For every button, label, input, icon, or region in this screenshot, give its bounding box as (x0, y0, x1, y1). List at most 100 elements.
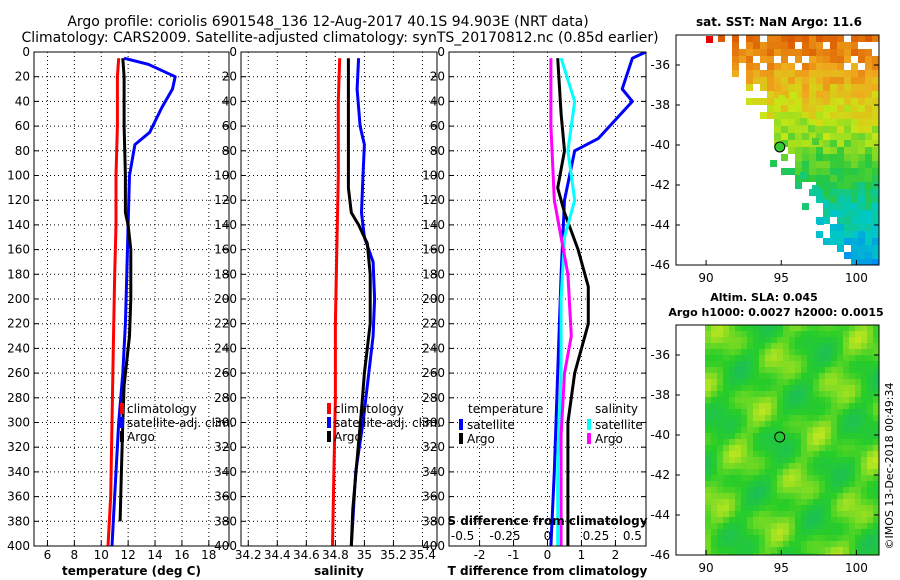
sla-cell (789, 415, 795, 421)
sla-cell (753, 409, 759, 415)
sst-cell (865, 168, 872, 175)
sst-cell (812, 185, 819, 192)
sst-cell (865, 63, 872, 70)
sst-cell (872, 252, 879, 259)
secondary-tick-label: 0.25 (583, 529, 610, 543)
sla-cell (837, 541, 843, 547)
map-frame (675, 34, 880, 266)
sla-cell (819, 385, 825, 391)
sla-cell (843, 553, 849, 555)
sla-cell (765, 409, 771, 415)
sst-cell (816, 231, 823, 238)
sst-cell (774, 63, 781, 70)
sla-cell (843, 427, 849, 433)
sst-cell (851, 154, 858, 161)
sla-cell (741, 379, 747, 385)
sst-cell (781, 49, 788, 56)
sla-cell (783, 397, 789, 403)
sla-cell (789, 337, 795, 343)
sla-cell (867, 415, 873, 421)
sla-cell (723, 523, 729, 529)
sla-cell (849, 493, 855, 499)
sst-cell (809, 161, 816, 168)
sla-cell (855, 355, 861, 361)
sst-cell (851, 210, 858, 217)
sla-cell (807, 475, 813, 481)
sla-cell (807, 415, 813, 421)
sst-cell (865, 196, 872, 203)
sla-cell (747, 421, 753, 427)
sst-cell (837, 77, 844, 84)
sla-cell (861, 409, 867, 415)
sla-cell (765, 475, 771, 481)
sla-cell (753, 415, 759, 421)
sla-cell (759, 373, 765, 379)
legend-label: satellite-adj. clim. (334, 416, 441, 430)
depth-tick-label: 0 (229, 45, 237, 59)
sst-cell (858, 196, 865, 203)
depth-tick-label: 240 (422, 341, 445, 355)
sla-cell (705, 517, 711, 523)
x-tick-label: 34.4 (264, 548, 291, 562)
sla-cell (795, 499, 801, 505)
sst-cell (753, 98, 760, 105)
sla-cell (843, 343, 849, 349)
sla-cell (705, 361, 711, 367)
sla-cell (759, 487, 765, 493)
sst-cell (753, 63, 760, 70)
sla-cell (789, 523, 795, 529)
sst-cell (858, 84, 865, 91)
depth-tick-label: 240 (7, 341, 30, 355)
sla-cell (843, 469, 849, 475)
sst-cell (732, 35, 739, 42)
sla-cell (705, 451, 711, 457)
sla-cell (759, 517, 765, 523)
sla-cell (729, 427, 735, 433)
sla-cell (843, 493, 849, 499)
sla-cell (735, 517, 741, 523)
sst-cell (767, 35, 774, 42)
sla-cell (759, 451, 765, 457)
sla-cell (837, 409, 843, 415)
sla-cell (753, 385, 759, 391)
sla-cell (819, 529, 825, 535)
sla-cell (819, 427, 825, 433)
sla-cell (873, 517, 879, 523)
sla-cell (711, 433, 717, 439)
sla-cell (813, 349, 819, 355)
sla-cell (807, 385, 813, 391)
sla-cell (717, 487, 723, 493)
sla-cell (825, 511, 831, 517)
sst-cell (865, 133, 872, 140)
sla-cell (837, 529, 843, 535)
sla-cell (735, 439, 741, 445)
sla-cell (795, 487, 801, 493)
sla-cell (801, 457, 807, 463)
sla-cell (867, 493, 873, 499)
sst-cell (865, 252, 872, 259)
sla-cell (783, 409, 789, 415)
sst-cell (851, 119, 858, 126)
argo-location-marker (774, 141, 786, 153)
sla-cell (843, 421, 849, 427)
depth-tick-label: 320 (422, 440, 445, 454)
sla-cell (849, 397, 855, 403)
sla-cell (777, 505, 783, 511)
sla-cell (813, 391, 819, 397)
sla-cell (789, 325, 795, 331)
sla-cell (705, 397, 711, 403)
sla-cell (789, 343, 795, 349)
sla-cell (801, 337, 807, 343)
sst-cell (823, 56, 830, 63)
sst-cell (872, 84, 879, 91)
sst-cell (851, 259, 858, 265)
sst-cell (802, 133, 809, 140)
sst-cell (851, 98, 858, 105)
sla-cell (717, 379, 723, 385)
sst-cell (851, 84, 858, 91)
sst-cell (851, 252, 858, 259)
sla-cell (807, 487, 813, 493)
sla-cell (789, 367, 795, 373)
sla-cell (831, 535, 837, 541)
sla-cell (759, 469, 765, 475)
